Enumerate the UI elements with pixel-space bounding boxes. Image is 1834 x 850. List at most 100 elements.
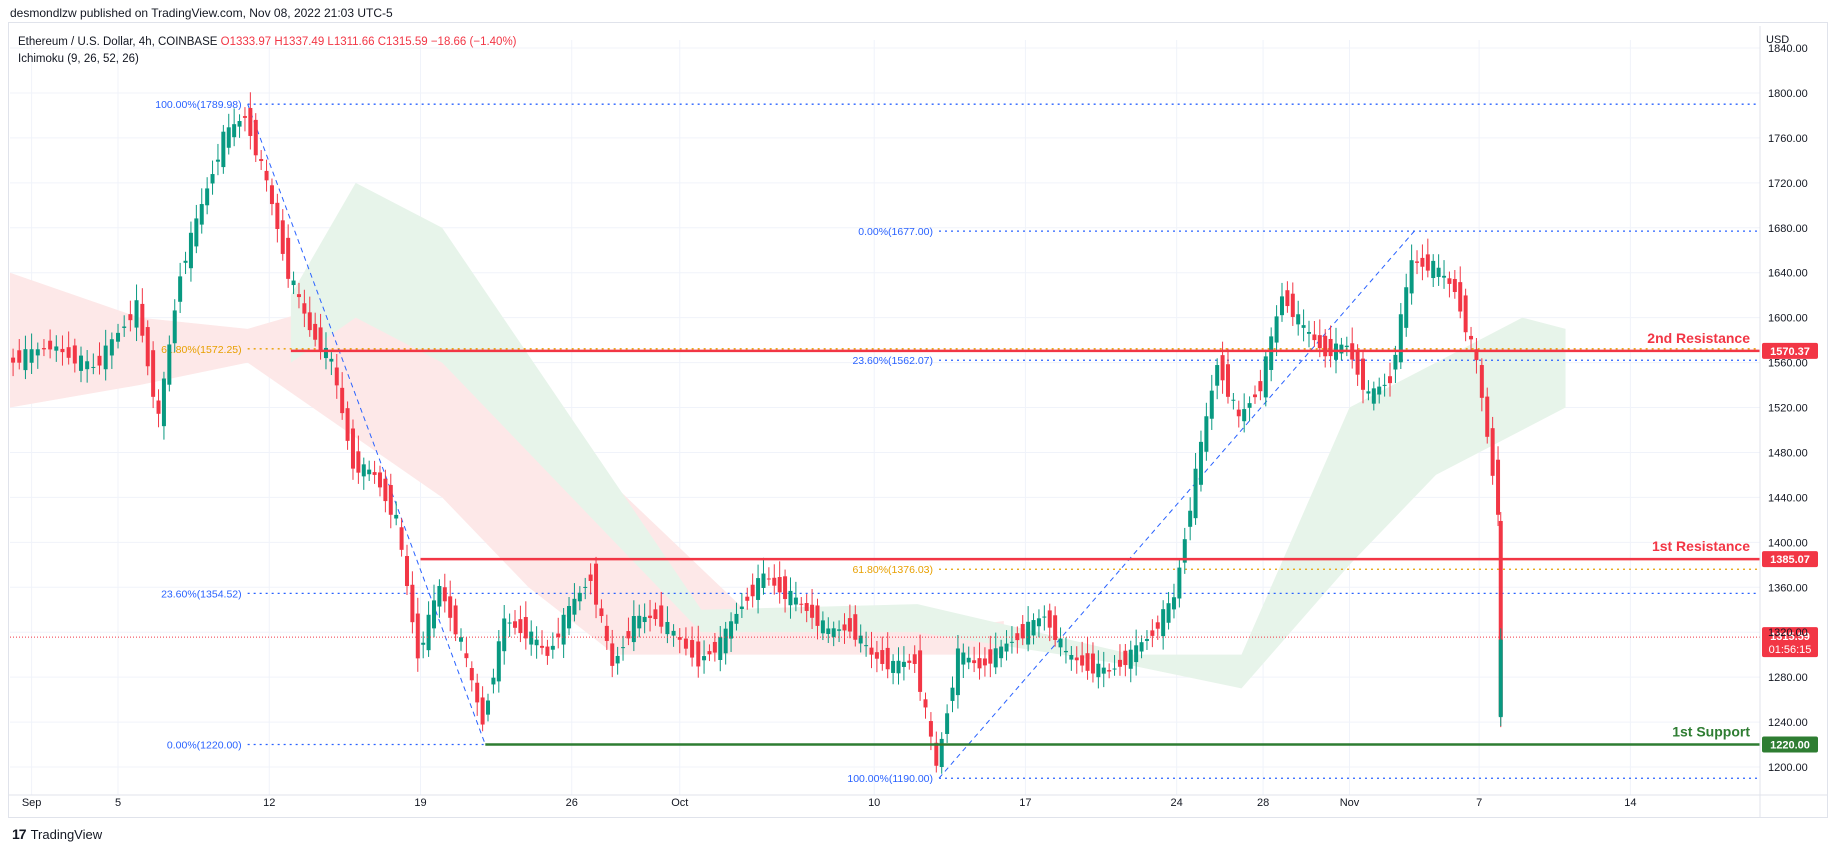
candle-body [1231, 399, 1236, 401]
candle-body [1074, 657, 1079, 661]
x-tick-label: 14 [1624, 797, 1636, 809]
candle-body [1479, 365, 1484, 398]
candle-body [1415, 261, 1420, 263]
legend-open: O1333.97 [220, 36, 272, 48]
candle-body [745, 596, 750, 601]
candle-body [677, 637, 682, 640]
level-price-tag [1762, 342, 1818, 359]
candle-body [869, 647, 874, 655]
candle-body [1128, 649, 1133, 669]
fib-level-label: 0.00%(1677.00) [858, 226, 933, 238]
fib-level-label: 61.80%(1572.25) [161, 344, 242, 356]
candle-body [1420, 257, 1425, 267]
candle-body [188, 232, 193, 269]
candle-body [286, 237, 291, 279]
candle-body [1036, 618, 1041, 627]
y-tick-label: 1840.00 [1768, 43, 1808, 55]
candle-body [945, 713, 950, 734]
candle-body [793, 597, 798, 605]
candle-body [1398, 314, 1403, 363]
candle-body [874, 652, 879, 659]
candle-body [23, 349, 28, 371]
candle-body [804, 603, 809, 611]
candle-body [1404, 287, 1409, 328]
y-tick-label: 1480.00 [1768, 447, 1808, 459]
y-tick-label: 1800.00 [1768, 88, 1808, 100]
candle-body [734, 613, 739, 624]
candle-body [1377, 386, 1382, 395]
candle-body [134, 300, 139, 328]
x-tick-label: 26 [566, 797, 578, 809]
x-tick-label: 5 [115, 797, 121, 809]
candle-body [1498, 520, 1503, 716]
legend-indicator: Ichimoku (9, 26, 52, 26) [18, 53, 139, 65]
legend-symbol: Ethereum / U.S. Dollar, 4h, COINBASE [18, 36, 218, 48]
chart-frame [8, 22, 1828, 818]
candle-body [35, 349, 40, 356]
x-tick-label: 28 [1257, 797, 1269, 809]
candle-body [1177, 567, 1182, 599]
candle-body [626, 631, 631, 639]
candle-body [1215, 365, 1220, 386]
candle-body [864, 645, 869, 647]
candle-body [1285, 290, 1290, 307]
chart-legend: Ethereum / U.S. Dollar, 4h, COINBASE O13… [18, 34, 517, 68]
candle-body [1161, 609, 1166, 637]
candle-body [313, 323, 318, 340]
candle-body [1096, 663, 1101, 678]
level-price-tag [1762, 551, 1818, 568]
candle-body [988, 649, 993, 664]
publish-info: desmondlzw published on TradingView.com,… [10, 6, 393, 20]
candle-body [1301, 325, 1306, 328]
candle-body [1112, 668, 1117, 670]
x-tick-label: Sep [22, 797, 42, 809]
candle-body [820, 620, 825, 634]
candle-body [1463, 295, 1468, 333]
candle-body [109, 339, 114, 356]
candle-body [1209, 390, 1214, 419]
x-tick-label: Nov [1340, 797, 1360, 809]
candle-body [437, 586, 442, 607]
candle-body [615, 655, 620, 664]
candle-body [1452, 278, 1457, 293]
candle-body [696, 641, 701, 667]
candle-body [712, 641, 717, 653]
candle-body [880, 650, 885, 664]
candle-body [85, 361, 90, 370]
candle-body [1490, 428, 1495, 476]
candle-body [1134, 645, 1139, 663]
legend-symbol-row: Ethereum / U.S. Dollar, 4h, COINBASE O13… [18, 34, 517, 51]
candle-body [1204, 416, 1209, 452]
candle-body [1058, 638, 1063, 648]
candle-body [659, 605, 664, 627]
candle-body [891, 660, 896, 673]
candle-body [296, 294, 301, 298]
candle-body [66, 347, 71, 358]
candle-body [583, 586, 588, 588]
candle-body [442, 587, 447, 602]
candle-body [1323, 335, 1328, 357]
candle-body [1090, 653, 1095, 674]
candle-body [885, 647, 890, 670]
candle-body [128, 314, 133, 321]
candle-body [683, 638, 688, 649]
candle-body [928, 721, 933, 737]
candle-body [367, 469, 372, 475]
candle-body [1247, 403, 1252, 408]
candle-body [453, 605, 458, 635]
candle-body [172, 310, 177, 344]
candle-body [950, 687, 955, 701]
candle-body [523, 617, 528, 639]
candle-body [1436, 267, 1441, 277]
candle-body [842, 624, 847, 631]
candle-body [1355, 350, 1360, 375]
fib-level-label: 0.00%(1220.00) [167, 740, 242, 752]
footer-brand[interactable]: 17 TradingView [12, 826, 102, 842]
candle-body [729, 621, 734, 639]
y-tick-label: 1440.00 [1768, 492, 1808, 504]
candle-body [901, 661, 906, 667]
level-text: 1st Support [1672, 724, 1750, 740]
candle-body [1182, 539, 1187, 563]
candle-body [345, 408, 350, 441]
